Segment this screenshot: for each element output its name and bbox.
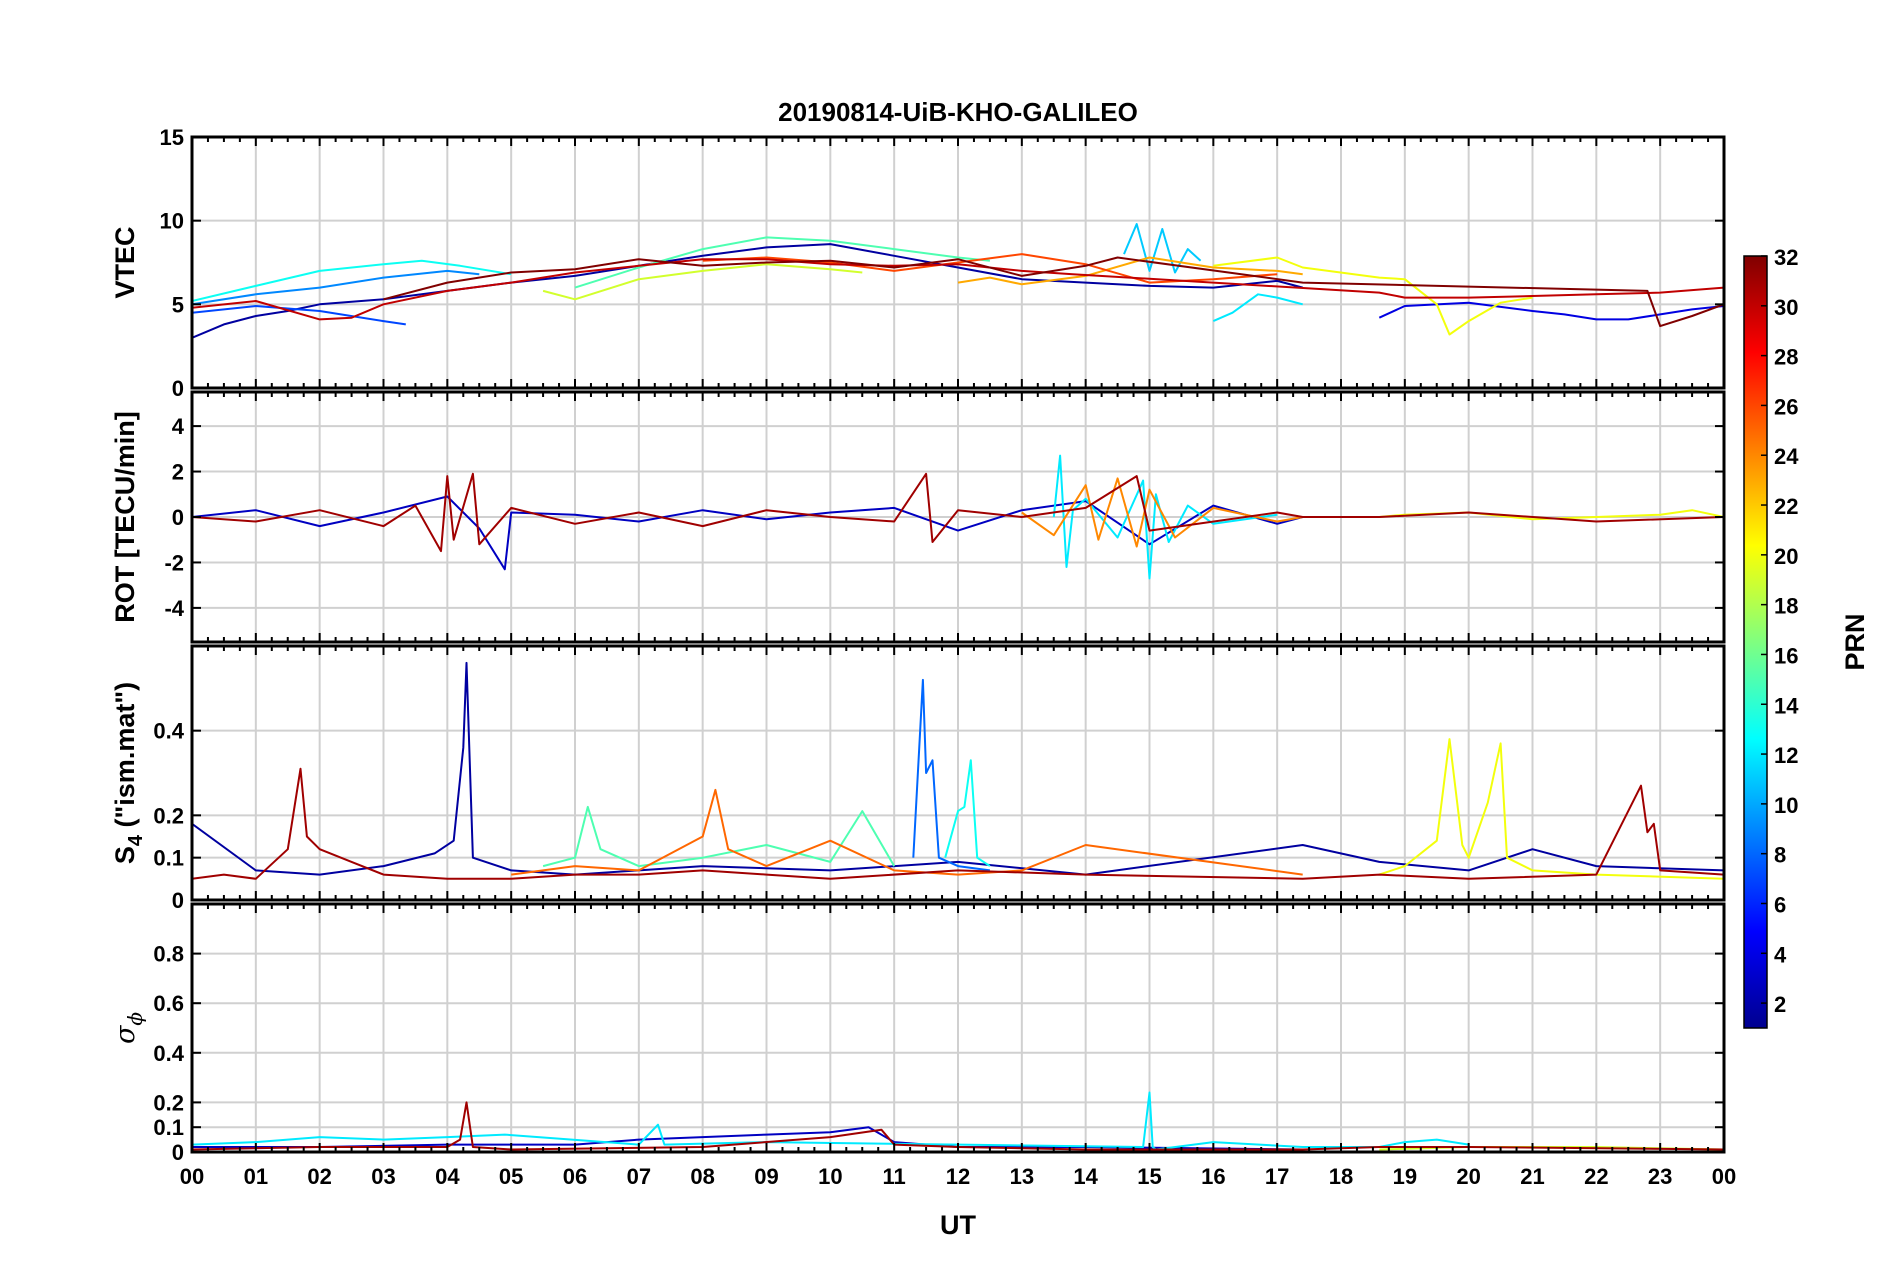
x-tick-label: 03 bbox=[371, 1164, 395, 1189]
vtec-y-axis-label: VTEC bbox=[110, 226, 140, 298]
colorbar-tick-label: 12 bbox=[1774, 743, 1798, 768]
vtec-series-prn-32 bbox=[383, 256, 1724, 328]
s4-series-prn-8 bbox=[912, 678, 991, 872]
sigma-phi-series-prn-31 bbox=[192, 1101, 1724, 1151]
colorbar-tick-label: 28 bbox=[1774, 345, 1798, 370]
rot-y-tick-label: 4 bbox=[172, 414, 185, 439]
colorbar-tick-label: 4 bbox=[1774, 942, 1787, 967]
s4-y-axis-label: S4 ("ism.mat") bbox=[110, 682, 147, 864]
x-tick-label: 09 bbox=[754, 1164, 778, 1189]
sigma-phi-y-axis-label: σϕ bbox=[110, 1012, 147, 1044]
rot-series-prn-24 bbox=[1021, 477, 1303, 548]
vtec-series-prn-11 bbox=[1123, 223, 1202, 274]
sigma-phi-y-tick-label: 0.1 bbox=[153, 1115, 184, 1140]
x-tick-label: 13 bbox=[1010, 1164, 1034, 1189]
colorbar-tick-label: 16 bbox=[1774, 643, 1798, 668]
x-tick-label: 16 bbox=[1201, 1164, 1225, 1189]
colorbar-tick-label: 32 bbox=[1774, 245, 1798, 270]
x-tick-label: 00 bbox=[1712, 1164, 1736, 1189]
sigma-phi-y-tick-label: 0.6 bbox=[153, 991, 184, 1016]
rot-series-prn-3 bbox=[192, 495, 1303, 571]
x-tick-label: 20 bbox=[1456, 1164, 1480, 1189]
vtec-y-tick-label: 10 bbox=[160, 209, 184, 234]
vtec-y-tick-label: 5 bbox=[172, 292, 184, 317]
x-tick-label: 11 bbox=[883, 1164, 906, 1189]
rot-y-tick-label: -4 bbox=[164, 596, 184, 621]
x-tick-label: 23 bbox=[1648, 1164, 1672, 1189]
vtec-series-prn-7 bbox=[192, 305, 406, 326]
vtec-series-prn-20 bbox=[1213, 256, 1533, 336]
sigma-phi-y-tick-label: 0.4 bbox=[153, 1041, 184, 1066]
x-tick-label: 08 bbox=[690, 1164, 714, 1189]
x-tick-label: 02 bbox=[307, 1164, 331, 1189]
vtec-series-prn-23 bbox=[957, 256, 1303, 286]
x-tick-label: 21 bbox=[1520, 1164, 1544, 1189]
x-tick-label: 07 bbox=[627, 1164, 651, 1189]
vtec-series-prn-19 bbox=[542, 263, 863, 301]
colorbar-label: PRN bbox=[1840, 613, 1870, 670]
rot-y-axis-label: ROT [TECU/min] bbox=[110, 411, 140, 622]
vtec-y-tick-label: 0 bbox=[172, 376, 184, 401]
s4-series-prn-13 bbox=[944, 759, 991, 867]
vtec-series-prn-12 bbox=[1212, 293, 1303, 323]
colorbar-frame bbox=[1743, 255, 1768, 1029]
sigma-phi-y-tick-label: 0 bbox=[172, 1140, 184, 1165]
vtec-y-tick-label: 15 bbox=[160, 125, 184, 150]
colorbar-tick-label: 10 bbox=[1774, 793, 1798, 818]
s4-y-tick-label: 0 bbox=[172, 888, 184, 913]
vtec-series-prn-13 bbox=[192, 259, 512, 302]
x-tick-label: 18 bbox=[1329, 1164, 1353, 1189]
rot-y-tick-label: 2 bbox=[172, 460, 184, 485]
rot-series-prn-31 bbox=[192, 472, 1724, 553]
chart-title: 20190814-UiB-KHO-GALILEO bbox=[778, 97, 1138, 127]
colorbar-tick-label: 2 bbox=[1774, 992, 1786, 1017]
rot-y-tick-label: 0 bbox=[172, 505, 184, 530]
colorbar-tick-label: 20 bbox=[1774, 544, 1798, 569]
colorbar-tick-label: 6 bbox=[1774, 892, 1786, 917]
colorbar-tick-label: 24 bbox=[1774, 444, 1799, 469]
s4-y-tick-label: 0.2 bbox=[153, 803, 184, 828]
colorbar-tick-label: 26 bbox=[1774, 394, 1798, 419]
x-tick-label: 22 bbox=[1584, 1164, 1608, 1189]
x-tick-label: 10 bbox=[818, 1164, 842, 1189]
rot-series-prn-12 bbox=[1052, 454, 1278, 580]
s4-series-prn-31 bbox=[192, 767, 1724, 880]
rot-y-tick-label: -2 bbox=[164, 550, 184, 575]
x-tick-label: 01 bbox=[244, 1164, 268, 1189]
colorbar-tick-label: 14 bbox=[1774, 693, 1799, 718]
x-tick-label: 05 bbox=[499, 1164, 523, 1189]
x-tick-label: 06 bbox=[563, 1164, 587, 1189]
x-tick-label: 19 bbox=[1393, 1164, 1417, 1189]
s4-series-prn-25 bbox=[511, 788, 1303, 876]
colorbar-tick-label: 8 bbox=[1774, 843, 1786, 868]
x-tick-label: 12 bbox=[946, 1164, 970, 1189]
colorbar-tick-label: 22 bbox=[1774, 494, 1798, 519]
colorbar bbox=[1744, 256, 1767, 1028]
sigma-phi-y-tick-label: 0.8 bbox=[153, 942, 184, 967]
x-tick-label: 00 bbox=[180, 1164, 204, 1189]
vtec-series-prn-30 bbox=[192, 258, 1724, 321]
s4-y-tick-label: 0.1 bbox=[153, 846, 184, 871]
s4-series-prn-20 bbox=[1378, 738, 1724, 880]
s4-y-tick-label: 0.4 bbox=[153, 719, 184, 744]
x-tick-label: 04 bbox=[435, 1164, 460, 1189]
x-tick-label: 17 bbox=[1265, 1164, 1289, 1189]
s4-series-prn-15 bbox=[542, 805, 896, 868]
x-tick-label: 14 bbox=[1073, 1164, 1098, 1189]
colorbar-tick-label: 18 bbox=[1774, 594, 1798, 619]
colorbar-tick-label: 30 bbox=[1774, 295, 1798, 320]
vtec-series-prn-9 bbox=[192, 269, 480, 306]
sigma-phi-y-tick-label: 0.2 bbox=[153, 1090, 184, 1115]
x-axis-label: UT bbox=[940, 1210, 976, 1240]
x-tick-label: 15 bbox=[1137, 1164, 1161, 1189]
